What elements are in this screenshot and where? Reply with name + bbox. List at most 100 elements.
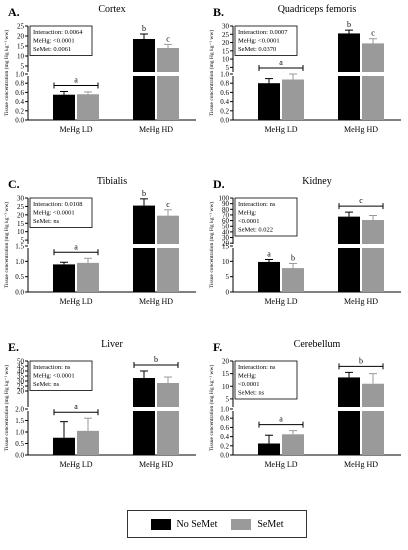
bar-semet <box>362 220 384 292</box>
y-tick-label: 10 <box>17 228 25 236</box>
y-tick-label: 1.5 <box>15 243 24 251</box>
sig-letter: b <box>154 355 158 364</box>
stats-line: Interaction: 0.0007 <box>238 29 288 36</box>
y-axis-label: Tissue concentration (mg Hg kg⁻¹ ww) <box>208 30 215 117</box>
sig-letter: a <box>279 58 283 67</box>
y-tick-label: 10 <box>17 53 25 61</box>
sig-letter: b <box>291 253 295 262</box>
y-tick-label: 0.5 <box>15 273 24 281</box>
stats-line: MeHg: <box>238 373 257 380</box>
y-tick-label: 0.0 <box>15 117 24 125</box>
y-tick-label: 35 <box>17 373 25 381</box>
y-tick-label: 0.2 <box>220 442 229 450</box>
panel-title: Cerebellum <box>294 339 341 350</box>
sig-letter: a <box>74 242 78 251</box>
y-tick-label: 0.0 <box>15 452 24 460</box>
bar-semet <box>282 434 304 455</box>
y-axis-label: Tissue concentration (mg Hg kg⁻¹ ww) <box>3 202 10 289</box>
panel-letter: F. <box>213 340 222 354</box>
legend: No SeMet SeMet <box>127 510 307 538</box>
y-tick-label: 90 <box>222 200 230 208</box>
panel-letter: B. <box>213 5 224 19</box>
bar-no-semet <box>338 377 360 455</box>
y-tick-label: 25 <box>17 383 25 391</box>
sig-letter: a <box>74 402 78 411</box>
stats-line: <0.0001 <box>238 381 260 388</box>
y-tick-label: 70 <box>222 211 230 219</box>
bar-semet <box>282 268 304 292</box>
sig-letter: c <box>166 34 170 43</box>
panel-title: Liver <box>101 339 123 350</box>
y-tick-label: 20 <box>17 211 25 219</box>
x-tick-label: MeHg HD <box>344 125 378 134</box>
axis-break-gap <box>362 407 384 411</box>
sig-letter: c <box>166 200 170 209</box>
x-tick-label: MeHg LD <box>264 125 297 134</box>
stats-line: MeHg: <0.0001 <box>33 373 75 380</box>
y-tick-label: 50 <box>222 223 230 231</box>
panel-liver: E. Liver Tissue concentration (mg Hg kg⁻¹ … <box>3 339 196 469</box>
bar-no-semet <box>258 261 280 292</box>
sig-letter: b <box>347 20 351 29</box>
axis-break-gap <box>157 407 179 411</box>
y-tick-label: 15 <box>222 47 230 55</box>
y-tick-label: 20 <box>222 39 230 47</box>
y-tick-label: 10 <box>222 258 230 266</box>
x-tick-label: MeHg HD <box>344 460 378 469</box>
y-tick-label: 0.5 <box>15 440 24 448</box>
y-tick-label: 40 <box>222 228 230 236</box>
y-tick-label: 40 <box>17 368 25 376</box>
stats-line: Interaction: 0.0064 <box>33 29 83 36</box>
stats-line: SeMet: 0.022 <box>238 227 273 234</box>
y-tick-label: 5 <box>226 395 230 403</box>
y-tick-label: 1.0 <box>15 258 24 266</box>
y-tick-label: 25 <box>222 31 230 39</box>
y-tick-label: 20 <box>222 240 230 248</box>
stats-line: MeHg: <0.0001 <box>238 38 280 45</box>
y-axis-label: Tissue concentration (mg Hg kg⁻¹ ww) <box>3 365 10 452</box>
y-tick-label: 5 <box>21 63 25 71</box>
stats-line: MeHg: <box>238 210 257 217</box>
bar-semet <box>362 43 384 120</box>
y-tick-label: 0.8 <box>15 80 24 88</box>
bar-no-semet <box>133 205 155 292</box>
y-tick-label: 50 <box>17 358 25 366</box>
sig-letter: a <box>279 415 283 424</box>
x-tick-label: MeHg LD <box>59 125 92 134</box>
y-axis-label: Tissue concentration (mg Hg kg⁻¹ ww) <box>208 202 215 289</box>
legend-item-no-semet: No SeMet <box>150 518 217 530</box>
y-tick-label: 0.4 <box>220 98 229 106</box>
x-tick-label: MeHg HD <box>139 297 173 306</box>
x-tick-label: MeHg HD <box>139 125 173 134</box>
sig-letter: b <box>142 24 146 33</box>
y-tick-label: 5 <box>226 273 230 281</box>
stats-line: SeMet: ns <box>33 381 60 388</box>
panel-quadriceps-femoris: B. Quadriceps femoris Tissue concentration… <box>208 4 401 134</box>
y-tick-label: 0.0 <box>220 117 229 125</box>
y-tick-label: 0.4 <box>15 98 24 106</box>
stats-line: Interaction: ns <box>238 201 276 208</box>
sig-letter: c <box>359 196 363 205</box>
bar-semet <box>157 215 179 292</box>
bar-semet <box>362 383 384 455</box>
panel-letter: A. <box>8 5 20 19</box>
axis-break-gap <box>133 244 155 248</box>
y-tick-label: 1.0 <box>220 71 229 79</box>
stats-box <box>234 197 298 237</box>
y-tick-label: 30 <box>17 195 25 203</box>
panel-title: Tibialis <box>97 176 127 187</box>
stats-line: MeHg: <0.0001 <box>33 210 75 217</box>
panel-title: Kidney <box>302 176 331 187</box>
stats-line: SeMet: ns <box>238 390 265 397</box>
y-tick-label: 25 <box>17 203 25 211</box>
y-tick-label: 30 <box>222 234 230 242</box>
y-tick-label: 45 <box>17 363 25 371</box>
y-tick-label: 5 <box>226 64 230 72</box>
y-tick-label: 2.0 <box>15 406 24 414</box>
stats-line: SeMet: 0.0370 <box>238 46 276 53</box>
y-tick-label: 60 <box>222 217 230 225</box>
y-tick-label: 15 <box>222 370 230 378</box>
bar-no-semet <box>53 264 75 292</box>
y-tick-label: 0.0 <box>220 452 229 460</box>
stats-box <box>234 25 298 56</box>
